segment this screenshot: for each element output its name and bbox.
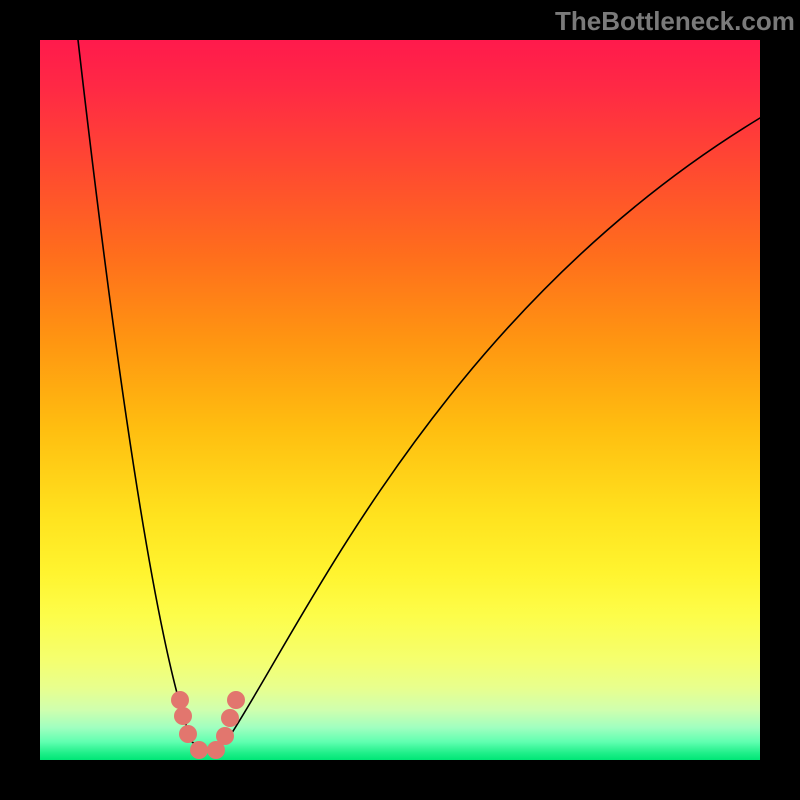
data-marker — [171, 691, 189, 709]
data-marker — [190, 741, 208, 759]
curve-overlay — [0, 0, 800, 800]
data-marker — [216, 727, 234, 745]
data-marker — [179, 725, 197, 743]
watermark-text: TheBottleneck.com — [555, 6, 795, 37]
bottleneck-curve — [78, 40, 760, 748]
data-marker — [174, 707, 192, 725]
data-marker — [221, 709, 239, 727]
chart-container: TheBottleneck.com — [0, 0, 800, 800]
data-marker — [227, 691, 245, 709]
